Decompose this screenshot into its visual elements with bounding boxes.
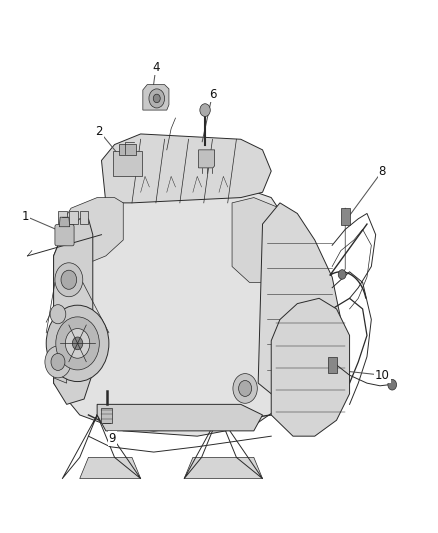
FancyBboxPatch shape — [119, 144, 136, 155]
Polygon shape — [59, 217, 70, 227]
Circle shape — [65, 328, 90, 358]
Circle shape — [233, 374, 257, 403]
Text: 2: 2 — [95, 125, 103, 138]
Polygon shape — [184, 457, 262, 479]
Circle shape — [50, 305, 66, 324]
Circle shape — [55, 263, 83, 297]
Polygon shape — [97, 405, 262, 431]
Polygon shape — [58, 211, 67, 224]
Polygon shape — [232, 198, 293, 282]
Circle shape — [56, 317, 99, 370]
Polygon shape — [271, 298, 350, 436]
Text: 8: 8 — [378, 165, 386, 177]
Text: 10: 10 — [375, 369, 390, 382]
Polygon shape — [69, 211, 78, 224]
Text: 4: 4 — [152, 61, 159, 74]
Polygon shape — [53, 187, 297, 436]
Circle shape — [200, 104, 210, 116]
Polygon shape — [58, 198, 123, 277]
Circle shape — [51, 353, 65, 370]
Circle shape — [239, 381, 252, 397]
Circle shape — [338, 270, 346, 279]
Circle shape — [72, 337, 83, 350]
Polygon shape — [258, 203, 341, 405]
Text: 6: 6 — [209, 87, 216, 101]
Circle shape — [153, 94, 160, 103]
FancyBboxPatch shape — [328, 357, 336, 373]
Polygon shape — [53, 341, 67, 383]
Text: 1: 1 — [21, 209, 29, 223]
Circle shape — [149, 89, 165, 108]
FancyBboxPatch shape — [55, 224, 74, 246]
Circle shape — [46, 305, 109, 382]
Polygon shape — [80, 211, 88, 224]
Circle shape — [61, 270, 77, 289]
Polygon shape — [102, 134, 271, 203]
Text: 9: 9 — [109, 432, 116, 446]
Polygon shape — [143, 85, 169, 110]
Circle shape — [45, 346, 71, 378]
FancyBboxPatch shape — [113, 151, 142, 176]
Circle shape — [388, 379, 396, 390]
FancyBboxPatch shape — [101, 408, 113, 423]
FancyBboxPatch shape — [341, 208, 350, 224]
Polygon shape — [198, 150, 215, 168]
Polygon shape — [80, 457, 141, 479]
Polygon shape — [53, 219, 93, 405]
